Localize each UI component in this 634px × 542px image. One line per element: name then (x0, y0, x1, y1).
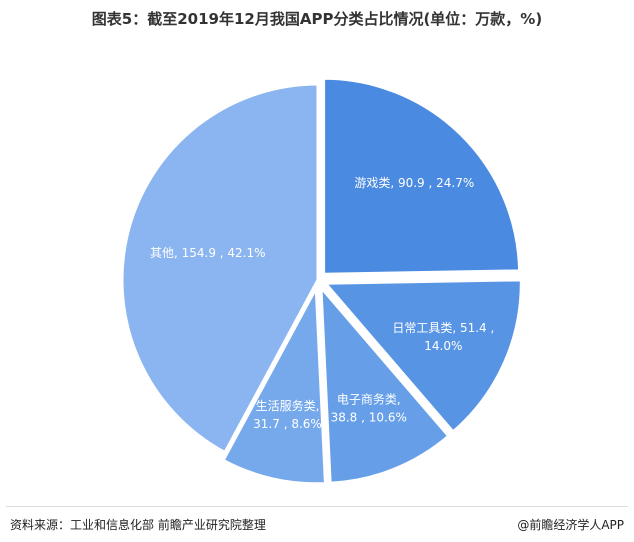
pie-slice-label-3: 电子商务类, (337, 392, 401, 407)
chart-title: 图表5：截至2019年12月我国APP分类占比情况(单位：万款，%) (91, 10, 543, 28)
footer-divider (6, 506, 628, 507)
pie-slice-label-2: 日常工具类, 51.4 , (392, 321, 494, 335)
pie-slice-label-5: 其他, 154.9 , 42.1% (150, 246, 266, 260)
pie-slice-4 (221, 282, 327, 486)
pie-slice-2 (322, 278, 523, 435)
pie-slice-label-1: 游戏类, 90.9 , 24.7% (354, 176, 474, 190)
pie-slice-5 (120, 82, 320, 455)
pie-slice-label-4: 31.7 , 8.6% (253, 417, 322, 431)
source-note: 资料来源：工业和信息化部 前瞻产业研究院整理 (10, 518, 266, 532)
credit-note: @前瞻经济学人APP (517, 518, 624, 532)
pie-slice-label-3: 38.8 , 10.6% (331, 411, 407, 425)
pie-slice-1 (322, 76, 522, 276)
pie-slice-label-4: 生活服务类, (256, 398, 320, 413)
pie-slice-3 (319, 283, 451, 485)
pie-slice-label-2: 14.0% (424, 339, 462, 353)
